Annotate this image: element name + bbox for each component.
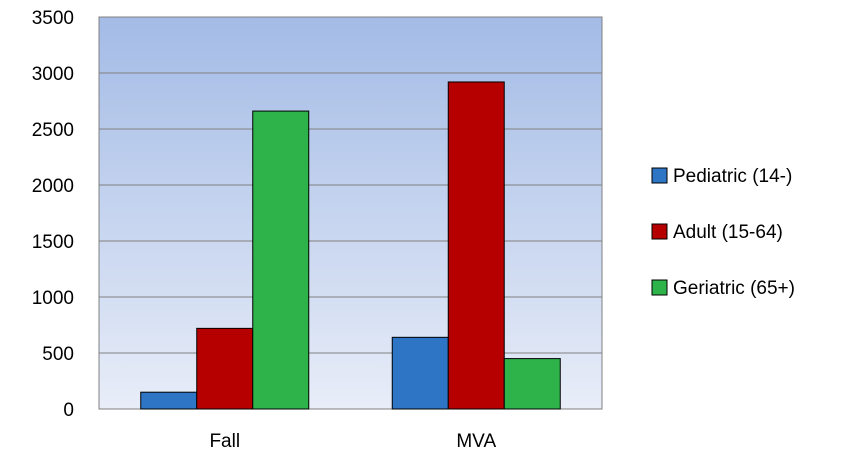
bar — [503, 358, 561, 410]
bars — [140, 81, 561, 410]
y-tick-label: 1000 — [32, 288, 74, 309]
legend-swatch — [651, 167, 668, 184]
bar — [196, 327, 254, 410]
bar — [447, 81, 505, 410]
y-tick-label: 3500 — [32, 8, 74, 29]
legend-label: Geriatric (65+) — [673, 278, 795, 299]
y-tick-label: 0 — [63, 400, 74, 421]
x-tick-label: MVA — [456, 431, 496, 452]
x-axis: Fall MVA — [209, 431, 496, 452]
bar — [252, 110, 310, 410]
y-tick-label: 500 — [42, 344, 74, 365]
y-tick-label: 2500 — [32, 120, 74, 141]
legend-swatch — [651, 279, 668, 296]
x-tick-label: Fall — [209, 431, 240, 452]
y-tick-label: 2000 — [32, 176, 74, 197]
bar — [140, 391, 198, 410]
plot-area — [98, 16, 603, 410]
y-axis: 0 500 1000 1500 2000 2500 3000 3500 — [32, 8, 74, 421]
legend-swatch — [651, 223, 668, 240]
bar — [391, 336, 449, 410]
gridlines — [99, 72, 602, 354]
legend: Pediatric (14-) Adult (15-64) Geriatric (6… — [651, 166, 795, 299]
y-tick-label: 3000 — [32, 64, 74, 85]
legend-label: Pediatric (14-) — [673, 166, 792, 187]
legend-label: Adult (15-64) — [673, 222, 783, 243]
y-tick-label: 1500 — [32, 232, 74, 253]
